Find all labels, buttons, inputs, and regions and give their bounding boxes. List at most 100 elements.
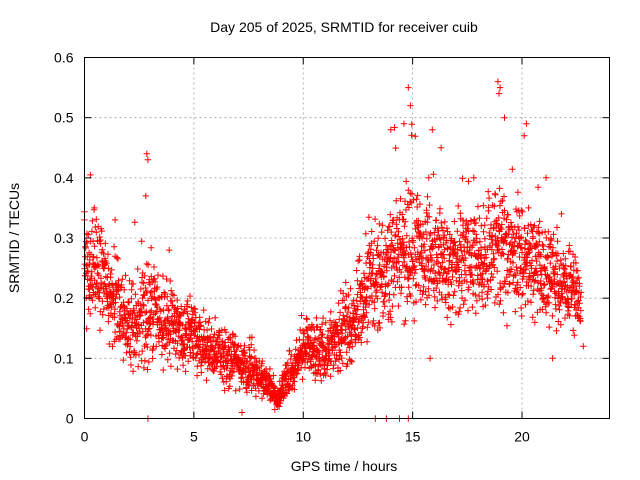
data-point (99, 311, 106, 318)
data-point (135, 363, 142, 370)
data-point (119, 276, 126, 283)
data-point (535, 224, 542, 231)
data-point (365, 301, 373, 308)
data-point (381, 293, 388, 300)
data-point (374, 295, 381, 302)
data-point (114, 255, 122, 263)
data-point (86, 256, 93, 264)
data-point (227, 356, 234, 363)
data-point (121, 286, 128, 293)
data-point (168, 297, 176, 305)
data-point (146, 309, 154, 316)
data-point (347, 285, 354, 292)
data-point (468, 263, 475, 271)
data-point (449, 273, 456, 281)
data-point (168, 287, 175, 294)
data-point (167, 277, 174, 285)
y-tick-label: 0.1 (54, 350, 74, 366)
data-point (139, 347, 146, 355)
data-point (141, 309, 149, 317)
data-point (485, 204, 492, 211)
data-point (250, 346, 258, 354)
data-point (495, 248, 502, 256)
data-point (434, 297, 441, 305)
data-point (425, 292, 433, 299)
data-point (102, 273, 110, 280)
data-point (518, 312, 525, 320)
data-point (160, 366, 167, 374)
data-point (378, 289, 386, 296)
data-point (339, 360, 346, 367)
data-point (410, 196, 417, 204)
data-point (438, 224, 445, 231)
data-point (138, 305, 145, 313)
data-point (292, 346, 299, 353)
data-point (430, 261, 438, 269)
data-point (116, 293, 123, 301)
data-point (206, 315, 213, 322)
data-point (396, 274, 403, 281)
data-point (534, 184, 542, 191)
data-point (286, 347, 293, 354)
data-point (248, 353, 255, 361)
data-point (316, 351, 323, 358)
data-point (348, 358, 356, 365)
data-point (405, 204, 413, 211)
data-point (524, 230, 531, 237)
data-point (534, 242, 541, 249)
data-point (542, 309, 550, 316)
data-point (503, 216, 510, 223)
data-point (468, 271, 476, 278)
data-point (164, 293, 171, 300)
data-point (214, 336, 221, 343)
data-point (136, 329, 144, 337)
data-point (489, 274, 497, 281)
data-point (495, 90, 503, 97)
data-point (125, 299, 133, 306)
data-point (448, 281, 455, 288)
data-point (186, 292, 194, 300)
data-point (106, 281, 113, 288)
data-point (344, 308, 352, 316)
data-point (557, 321, 564, 328)
data-point (271, 406, 278, 413)
data-point (560, 250, 567, 257)
data-point (414, 203, 421, 211)
data-point (252, 355, 259, 362)
data-point (555, 318, 562, 325)
data-point (342, 326, 349, 333)
data-point (395, 258, 402, 265)
data-point (516, 212, 523, 220)
data-point (461, 262, 469, 269)
data-point (345, 304, 352, 311)
data-point (326, 317, 334, 324)
data-point (473, 239, 481, 246)
data-point (502, 278, 509, 285)
data-point (148, 307, 155, 314)
data-point (220, 350, 227, 357)
data-point (238, 374, 245, 381)
data-point (342, 279, 349, 286)
data-point (464, 239, 471, 246)
data-point (455, 282, 462, 289)
data-point (190, 305, 198, 312)
data-point (389, 242, 396, 249)
data-point (145, 326, 152, 333)
data-point (523, 120, 530, 127)
data-point (150, 318, 157, 325)
data-point (266, 365, 274, 373)
data-point (91, 204, 98, 212)
data-point (516, 240, 523, 247)
data-point (483, 215, 490, 222)
data-point (518, 207, 525, 214)
data-point (540, 246, 547, 253)
data-point (518, 233, 525, 241)
data-point (477, 244, 485, 251)
data-point (487, 286, 495, 293)
data-point (531, 222, 538, 229)
data-point (411, 317, 418, 325)
data-point (395, 228, 402, 235)
data-point (310, 349, 317, 356)
data-point (388, 237, 395, 244)
data-point (139, 301, 147, 308)
